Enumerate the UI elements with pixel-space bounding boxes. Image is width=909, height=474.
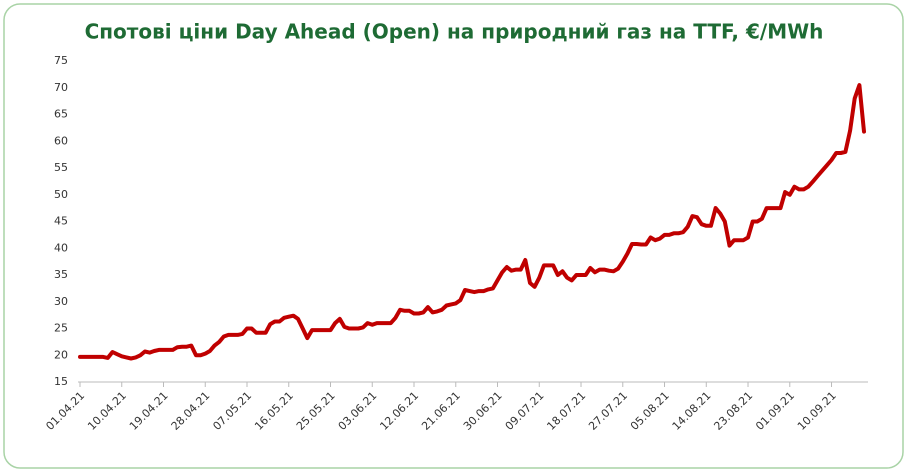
y-tick-label: 45 [54,215,68,228]
y-tick-label: 15 [54,375,68,388]
y-tick-label: 65 [54,108,68,121]
price-line [78,83,866,361]
y-tick-label: 55 [54,161,68,174]
y-tick-label: 30 [54,295,68,308]
y-tick-label: 20 [54,348,68,361]
y-tick-label: 35 [54,268,68,281]
frame [3,3,904,469]
y-tick-label: 50 [54,188,68,201]
chart-title: Спотові ціни Day Ahead (Open) на природн… [85,20,824,44]
y-tick-label: 25 [54,322,68,335]
y-tick-label: 75 [54,54,68,67]
y-tick-label: 60 [54,134,68,147]
y-tick-label: 70 [54,81,68,94]
y-tick-label: 40 [54,241,68,254]
